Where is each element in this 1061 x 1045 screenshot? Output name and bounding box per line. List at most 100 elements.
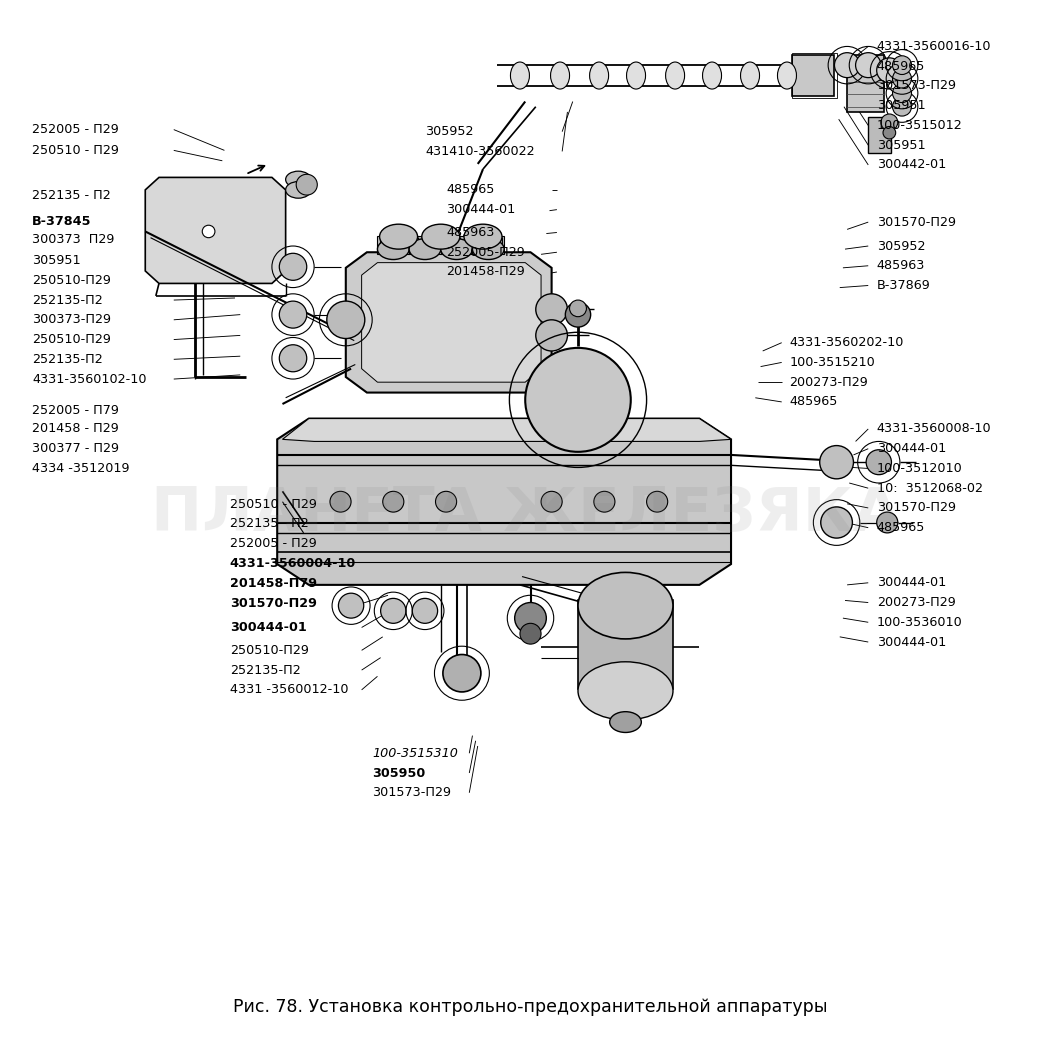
Text: 100-3515210: 100-3515210 [789,356,875,369]
Text: 300444-01: 300444-01 [446,203,516,216]
Text: 252135-П2: 252135-П2 [229,664,300,676]
Text: 252005 - П29: 252005 - П29 [229,537,316,550]
Text: 100-3536010: 100-3536010 [876,616,962,629]
Circle shape [279,345,307,372]
Circle shape [296,175,317,195]
Text: 4331 -3560012-10: 4331 -3560012-10 [229,683,348,696]
Text: 201458 - П29: 201458 - П29 [32,422,119,436]
Text: 4331-3560016-10: 4331-3560016-10 [876,40,991,53]
Text: 252135-П2: 252135-П2 [32,294,103,306]
Ellipse shape [285,182,311,199]
Text: 305951: 305951 [876,139,925,152]
Ellipse shape [610,712,641,733]
Text: 250510-П29: 250510-П29 [32,333,111,346]
Text: 4331-3560202-10: 4331-3560202-10 [789,336,904,349]
Ellipse shape [741,62,760,89]
Text: 200273-П29: 200273-П29 [876,596,956,609]
Text: 300373-П29: 300373-П29 [32,314,111,326]
Text: 300442-01: 300442-01 [876,159,946,171]
Ellipse shape [627,62,645,89]
Circle shape [330,491,351,512]
Circle shape [855,52,881,77]
Ellipse shape [578,573,673,638]
Text: 250510 - П29: 250510 - П29 [229,498,316,511]
Ellipse shape [551,62,570,89]
Circle shape [520,623,541,644]
Text: 201458-П79: 201458-П79 [229,577,317,590]
Text: 252005 - П29: 252005 - П29 [32,123,119,136]
Text: 305951: 305951 [32,254,81,268]
Bar [378,235,410,254]
Circle shape [525,348,631,451]
Ellipse shape [578,661,673,720]
Text: 301570-П29: 301570-П29 [876,215,956,229]
Text: 250510 - П29: 250510 - П29 [32,144,119,157]
Text: В-37845: В-37845 [32,214,92,228]
Ellipse shape [380,225,418,249]
Circle shape [820,445,853,479]
Text: ПЛАНЕТА ЖЕЛЕЗЯКА: ПЛАНЕТА ЖЕЛЕЗЯКА [151,485,900,543]
Text: В-37869: В-37869 [876,279,930,292]
Polygon shape [145,178,285,283]
Text: 485965: 485965 [789,395,837,409]
Circle shape [515,603,546,633]
Text: 4334 -3512019: 4334 -3512019 [32,462,129,474]
Circle shape [413,599,437,623]
Text: 305952: 305952 [876,239,925,253]
Polygon shape [362,262,541,382]
Text: 431410-3560022: 431410-3560022 [425,145,535,158]
Text: 100-3515012: 100-3515012 [876,119,962,132]
Ellipse shape [378,238,410,259]
Ellipse shape [590,62,609,89]
Circle shape [203,226,215,237]
Circle shape [327,301,365,339]
Ellipse shape [410,238,440,259]
Circle shape [876,512,898,533]
Text: 301570-П29: 301570-П29 [229,597,316,610]
Circle shape [821,507,852,538]
Text: 252135 - П2: 252135 - П2 [32,188,111,202]
Circle shape [892,97,911,116]
Circle shape [881,114,898,131]
Text: 252135-П2: 252135-П2 [32,353,103,366]
Text: 485965: 485965 [876,60,925,73]
Bar [578,601,673,689]
Circle shape [834,52,859,77]
Ellipse shape [472,238,504,259]
Bar [472,235,504,254]
Circle shape [646,491,667,512]
Text: 301570-П29: 301570-П29 [876,502,956,514]
Text: 305952: 305952 [425,125,473,138]
Text: 485963: 485963 [876,259,925,273]
Circle shape [383,491,404,512]
Bar [847,54,884,112]
Circle shape [541,491,562,512]
Bar [868,117,891,154]
Text: 300373  П29: 300373 П29 [32,233,115,247]
Circle shape [338,594,364,619]
Text: 300377 - П29: 300377 - П29 [32,442,119,456]
Text: 305951: 305951 [876,99,925,112]
Text: 252005-П29: 252005-П29 [446,246,525,259]
Circle shape [892,55,911,74]
Text: 100-3512010: 100-3512010 [876,462,962,474]
Polygon shape [346,252,552,393]
Text: 305950: 305950 [372,766,425,780]
Text: 301573-П29: 301573-П29 [876,79,956,92]
Text: 300444-01: 300444-01 [876,442,946,456]
Ellipse shape [422,225,459,249]
Bar [793,54,834,96]
Text: 4331-3560008-10: 4331-3560008-10 [876,422,991,436]
Text: 301573-П29: 301573-П29 [372,786,451,799]
Text: 252135 - П2: 252135 - П2 [229,517,309,530]
Circle shape [594,491,615,512]
Text: 252005 - П79: 252005 - П79 [32,403,119,417]
Circle shape [866,449,891,474]
Circle shape [883,126,895,139]
Text: 300444-01: 300444-01 [229,621,307,634]
Circle shape [566,302,591,327]
Polygon shape [282,419,731,441]
Text: Рис. 78. Установка контрольно-предохранительной аппаратуры: Рис. 78. Установка контрольно-предохрани… [233,998,828,1016]
Ellipse shape [440,238,472,259]
Circle shape [536,320,568,351]
